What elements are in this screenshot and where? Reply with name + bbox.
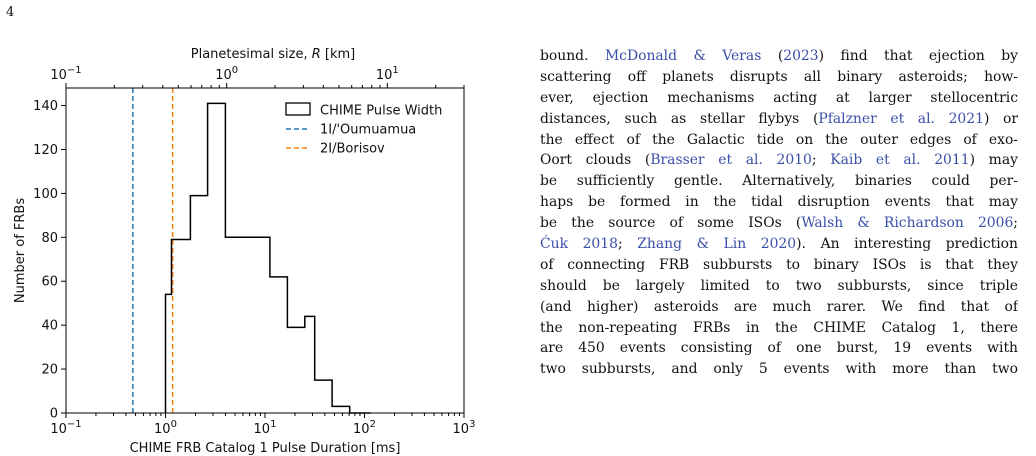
body-text-run: ; [811, 152, 831, 169]
histogram-bar [208, 103, 226, 413]
y-tick-label: 0 [50, 407, 58, 422]
y-tick-label: 140 [33, 99, 58, 114]
y-tick-label: 40 [41, 319, 58, 334]
body-text-run: ( [761, 48, 784, 64]
x-axis-label: CHIME FRB Catalog 1 Pulse Duration [ms] [130, 441, 401, 456]
citation-link[interactable]: Kaib et al. 2011 [830, 152, 970, 169]
body-text-line: Oort clouds (Brasser et al. 2010; Kaib e… [540, 150, 1018, 171]
y-tick-label: 100 [33, 187, 58, 202]
histogram-bar [332, 406, 350, 413]
y-tick-label: 80 [41, 231, 58, 246]
citation-link[interactable]: Zhang & Lin 2020 [637, 236, 797, 253]
body-text-line: of connecting FRB subbursts to binary IS… [540, 255, 1018, 276]
body-text-run: ) find that ejection by [818, 48, 1018, 64]
body-text-run: ; [1013, 215, 1018, 232]
histogram-bar [270, 277, 288, 413]
body-text-line: should be largely limited to two subburs… [540, 276, 1018, 297]
citation-link[interactable]: Pfalzner et al. 2021 [818, 110, 984, 127]
x-tick-label: 102 [353, 419, 376, 437]
citation-link[interactable]: Brasser et al. 2010 [650, 152, 812, 169]
body-text-run: ; [617, 236, 638, 253]
histogram-bar [225, 237, 269, 413]
body-text-run: ) may [969, 152, 1018, 169]
body-text-run: should be largely limited to two subburs… [540, 277, 1018, 294]
y-tick-label: 120 [33, 143, 58, 158]
body-text-line: be sufficiently gentle. Alternatively, b… [540, 171, 1018, 192]
body-text-run: scattering off planets disrupts all bina… [540, 68, 1018, 85]
body-text-run: ever, ejection mechanisms acting at larg… [540, 89, 1018, 106]
body-text-line: two subbursts, and only 5 events with mo… [540, 359, 1018, 380]
body-text-line: be the source of some ISOs (Walsh & Rich… [540, 213, 1018, 234]
y-axis-label: Number of FRBs [13, 198, 28, 303]
body-text-run: two subbursts, and only 5 events with mo… [540, 361, 1018, 378]
histogram-bar [166, 294, 172, 413]
histogram-bar [172, 240, 191, 413]
x-tick-label: 100 [154, 419, 177, 437]
legend-swatch-box [285, 102, 311, 116]
citation-link[interactable]: 2023 [783, 48, 819, 64]
citation-link[interactable]: Walsh & Richardson 2006 [801, 215, 1014, 232]
histogram-figure: 10−1 100 101 102 103 10−1 100 101 0 20 40 60 80 100 12… [13, 47, 476, 456]
body-text-line: distances, such as stellar flybys (Pfalz… [540, 109, 1018, 130]
y-tick-label: 60 [41, 275, 58, 290]
top-tick-label: 10−1 [50, 65, 81, 83]
y-tick-label: 20 [41, 363, 58, 378]
body-text-run: haps be formed in the tidal disruption e… [540, 194, 1018, 211]
body-text-line: ever, ejection mechanisms acting at larg… [540, 88, 1018, 109]
page-number: 4 [6, 5, 15, 20]
x-tick-label: 103 [453, 419, 476, 437]
body-text-run: bound. [540, 48, 605, 64]
body-text-line: haps be formed in the tidal disruption e… [540, 192, 1018, 213]
histogram-bar [305, 316, 315, 413]
body-text-line: Ćuk 2018; Zhang & Lin 2020). An interest… [540, 234, 1018, 255]
body-text-run: the effect of the Galactic tide on the o… [540, 131, 1018, 148]
body-text-run: distances, such as stellar flybys ( [540, 110, 819, 127]
histogram-outline [164, 102, 371, 414]
body-text-run: be the source of some ISOs ( [540, 215, 802, 232]
body-text-run: the non-repeating FRBs in the CHIME Cata… [540, 319, 1018, 336]
body-text-run: are 450 events consisting of one burst, … [540, 340, 1018, 357]
body-text-run: ). An interesting prediction [796, 236, 1018, 253]
top-tick-label: 101 [376, 65, 399, 83]
body-text-run: (and higher) asteroids are much rarer. W… [540, 298, 1018, 315]
body-text-run: of connecting FRB subbursts to binary IS… [540, 256, 1018, 273]
body-text-line: (and higher) asteroids are much rarer. W… [540, 297, 1018, 318]
pulse-width-histogram-chart: 10−1 100 101 102 103 10−1 100 101 0 20 40 60 80 100 12… [13, 47, 476, 456]
legend-label: 2I/Borisov [320, 142, 385, 157]
legend-label: CHIME Pulse Width [320, 104, 442, 119]
body-text-line: scattering off planets disrupts all bina… [540, 67, 1018, 88]
body-text-line: bound. McDonald & Veras (2023) find that… [540, 46, 1018, 67]
histogram-bar [315, 380, 332, 413]
citation-link[interactable]: McDonald & Veras [604, 48, 762, 64]
histogram-bar [287, 327, 304, 413]
histogram-bar [190, 196, 207, 413]
legend-label: 1I/'Oumuamua [320, 123, 416, 138]
body-text-line: are 450 events consisting of one burst, … [540, 338, 1018, 359]
body-text-column: bound. McDonald & Veras (2023) find that… [540, 46, 1018, 380]
body-text-run: Oort clouds ( [540, 152, 651, 169]
top-tick-label: 100 [215, 65, 238, 83]
body-text-line: the non-repeating FRBs in the CHIME Cata… [540, 318, 1018, 339]
top-axis-label: Planetesimal size, R [km] [191, 47, 356, 62]
x-tick-label: 101 [254, 419, 277, 437]
body-text-line: the effect of the Galactic tide on the o… [540, 130, 1018, 151]
body-text-run: ) or [983, 110, 1018, 127]
body-text-run: be sufficiently gentle. Alternatively, b… [540, 173, 1018, 190]
x-tick-label: 10−1 [50, 419, 81, 437]
citation-link[interactable]: Ćuk 2018 [540, 236, 618, 253]
